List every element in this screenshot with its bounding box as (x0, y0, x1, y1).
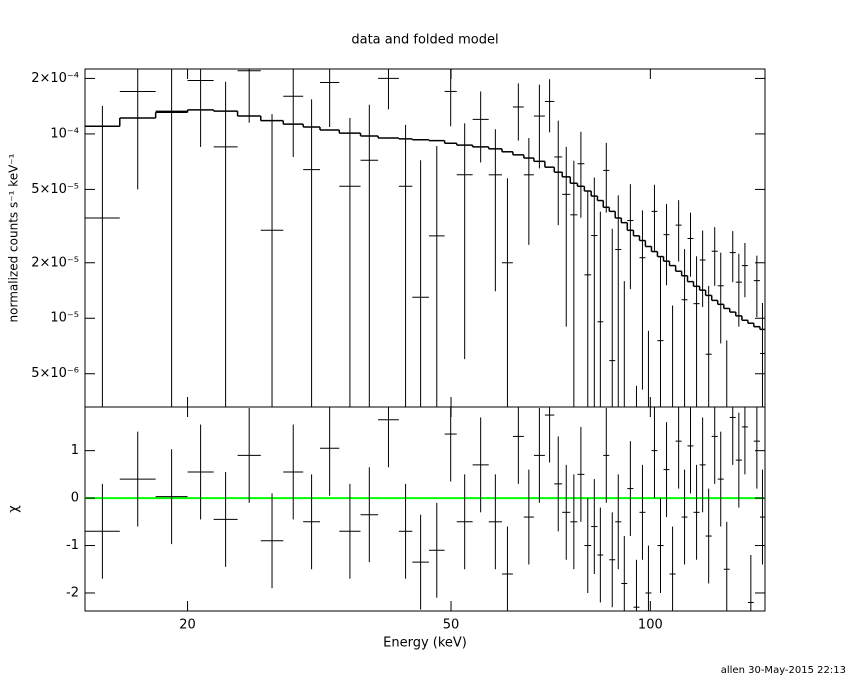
bottom-plot (85, 407, 765, 611)
plot-frame (84, 68, 766, 408)
x-tick-label: 100 (638, 618, 663, 633)
x-axis-label: Energy (keV) (383, 636, 467, 651)
y-tick-label: 2×10⁻⁴ (31, 71, 79, 86)
y-tick-label: 10⁻⁴ (50, 126, 79, 141)
top-plot (85, 69, 765, 407)
y-axis-label: χ (7, 505, 22, 513)
y-tick-label: 5×10⁻⁶ (31, 366, 79, 381)
footer: allen 30-May-2015 22:13 (721, 665, 846, 676)
y-tick-label: -1 (66, 538, 79, 553)
x-tick-label: 20 (179, 618, 196, 633)
y-tick-label: 10⁻⁵ (50, 311, 79, 326)
y-tick-label: -2 (66, 585, 79, 600)
y-axis-label: normalized counts s⁻¹ keV⁻¹ (7, 153, 21, 322)
y-tick-label: 1 (71, 443, 79, 458)
chart-title: data and folded model (351, 33, 498, 48)
y-tick-label: 0 (71, 491, 79, 506)
x-tick-label: 50 (443, 618, 460, 633)
y-tick-label: 2×10⁻⁵ (31, 255, 79, 270)
plot-frame (84, 406, 766, 612)
y-tick-label: 5×10⁻⁵ (31, 182, 79, 197)
